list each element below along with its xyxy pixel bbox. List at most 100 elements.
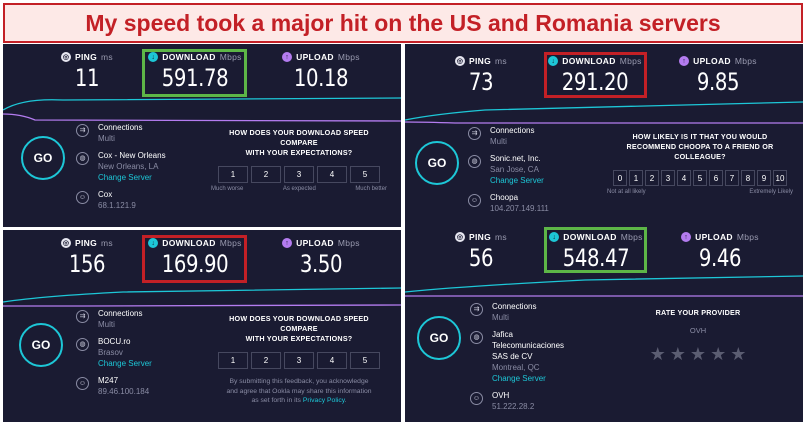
download-value: 169.90 [161,250,229,278]
speed-graph [405,101,803,124]
ping-value: 156 [68,250,106,278]
upload-icon: ↑ [679,56,690,66]
go-button[interactable]: GO [417,316,461,360]
upload-value: 9.46 [698,244,742,272]
globe-icon: ◍ [76,152,89,165]
rating-option-1[interactable]: 1 [629,170,643,186]
speedtest-result-panel-1: ◎ PING ms 11 ↓ DOWNLOAD Mbps 591.78 ↑ UPLOAD M… [3,44,401,227]
user-icon: ☺ [76,191,89,204]
ping-icon: ◎ [61,238,72,248]
headline-text: My speed took a major hit on the US and … [85,9,721,36]
speedtest-result-panel-2: ◎ PING ms 73 ↓ DOWNLOAD Mbps 291.20 ↑ UPLOAD M… [405,44,803,227]
star-icon[interactable]: ★ [669,344,686,364]
go-button[interactable]: GO [19,323,63,367]
server-name: Cox - New Orleans [98,151,166,160]
rating-option-2[interactable]: 2 [645,170,659,186]
connections-icon: ⇉ [468,127,481,140]
rating-option-4[interactable]: 4 [317,352,347,369]
rating-option-6[interactable]: 6 [709,170,723,186]
star-icon[interactable]: ★ [710,344,727,364]
rating-option-1[interactable]: 1 [218,166,248,183]
recommend-survey: HOW LIKELY IS IT THAT YOU WOULD RECOMMEN… [607,132,793,195]
rating-option-4[interactable]: 4 [317,166,347,183]
server-info: ⇉ Connections Multi ◍ Cox - New Orleans Ne… [76,122,206,211]
privacy-note: By submitting this feedback, you acknowl… [226,378,372,404]
download-value: 548.47 [562,244,630,272]
rating-option-1[interactable]: 1 [218,352,248,369]
ping-icon: ◎ [61,52,72,62]
upload-value: 9.85 [696,68,740,96]
speed-graph [3,97,401,122]
rating-option-7[interactable]: 7 [725,170,739,186]
rating-option-5[interactable]: 5 [350,166,380,183]
speed-graph [3,287,401,307]
ping-icon: ◎ [455,56,466,66]
download-metric: ↓ DOWNLOAD Mbps 291.20 [547,56,643,96]
star-icon[interactable]: ★ [689,344,707,364]
ping-metric: ◎ PING ms 73 [445,56,517,96]
download-icon: ↓ [148,52,159,62]
feedback-survey: HOW DOES YOUR DOWNLOAD SPEED COMPARE WIT… [211,314,387,406]
upload-icon: ↑ [681,232,692,242]
rating-options: 0 1 2 3 4 5 6 7 8 9 10 [607,170,793,186]
user-icon: ☺ [468,194,481,207]
globe-icon: ◍ [468,155,481,168]
connections-icon: ⇉ [76,310,89,323]
server-info: ⇉ Connections Multi ◍ BOCU.ro Brasov Change… [76,308,206,397]
connections-icon: ⇉ [76,124,89,137]
star-icon[interactable]: ★ [649,344,666,364]
change-server-link[interactable]: Change Server [98,359,152,368]
change-server-link[interactable]: Change Server [492,374,546,383]
ping-metric: ◎ PING ms 56 [445,232,517,272]
connections-icon: ⇉ [470,303,483,316]
rating-option-5[interactable]: 5 [693,170,707,186]
rating-option-2[interactable]: 2 [251,166,281,183]
feedback-survey: HOW DOES YOUR DOWNLOAD SPEED COMPARE WIT… [211,128,387,192]
ping-value: 73 [468,68,494,96]
ping-value: 11 [74,64,100,92]
privacy-policy-link[interactable]: Privacy Policy [302,397,345,404]
download-highlight-box [142,49,247,97]
isp-name: M247 [98,376,119,385]
rating-option-4[interactable]: 4 [677,170,691,186]
star-rating: ★ ★ ★ ★ ★ [633,345,763,363]
upload-metric: ↑ UPLOAD Mbps 9.85 [675,56,761,96]
speedtest-result-panel-4: ◎ PING ms 56 ↓ DOWNLOAD Mbps 548.47 ↑ UPLOAD M… [405,224,803,422]
star-icon[interactable]: ★ [730,344,747,364]
upload-metric: ↑ UPLOAD Mbps 10.18 [278,52,364,92]
rating-option-10[interactable]: 10 [773,170,787,186]
rating-option-3[interactable]: 3 [284,166,314,183]
rating-option-9[interactable]: 9 [757,170,771,186]
server-name: Sonic.net, Inc. [490,154,541,163]
download-icon: ↓ [548,56,559,66]
change-server-link[interactable]: Change Server [490,176,544,185]
server-name: BOCU.ro [98,337,131,346]
ping-icon: ◎ [455,232,466,242]
user-icon: ☺ [470,392,483,405]
download-value: 291.20 [561,68,629,96]
go-button[interactable]: GO [415,141,459,185]
go-button[interactable]: GO [21,136,65,180]
globe-icon: ◍ [76,338,89,351]
download-value: 591.78 [161,64,229,92]
upload-value: 3.50 [299,250,343,278]
ping-value: 56 [468,244,494,272]
download-icon: ↓ [549,232,560,242]
download-highlight-box [544,52,647,98]
upload-metric: ↑ UPLOAD Mbps 3.50 [278,238,364,278]
isp-name: Cox [98,190,113,199]
upload-metric: ↑ UPLOAD Mbps 9.46 [677,232,763,272]
rating-option-5[interactable]: 5 [350,352,380,369]
globe-icon: ◍ [470,331,483,344]
change-server-link[interactable]: Change Server [98,173,152,182]
upload-value: 10.18 [293,64,349,92]
download-metric: ↓ DOWNLOAD Mbps 548.47 [547,232,645,272]
rating-option-2[interactable]: 2 [251,352,281,369]
rating-option-0[interactable]: 0 [613,170,627,186]
rating-option-3[interactable]: 3 [661,170,675,186]
server-info: ⇉ Connections Multi ◍ Jafica Telecomunica… [470,301,610,412]
rating-option-3[interactable]: 3 [284,352,314,369]
rating-option-8[interactable]: 8 [741,170,755,186]
download-highlight-box [544,227,647,273]
